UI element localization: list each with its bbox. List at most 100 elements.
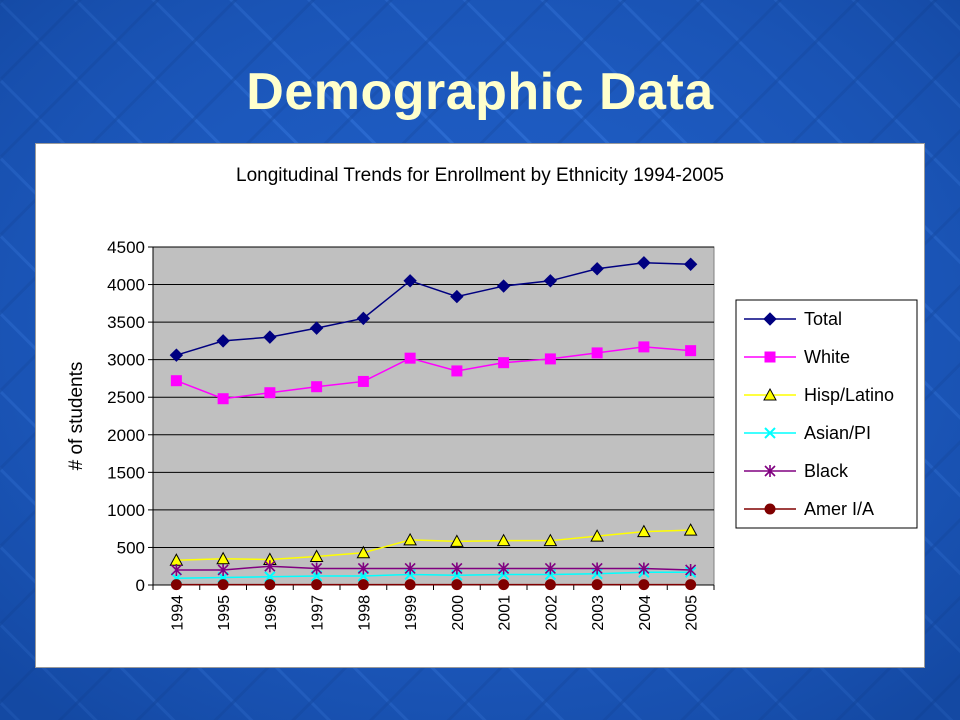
- x-tick-label: 1995: [216, 595, 233, 631]
- y-axis-label: # of students: [66, 362, 87, 471]
- data-point-white: [591, 347, 603, 359]
- data-point-white: [498, 357, 510, 369]
- data-point-amer-i-a: [404, 579, 416, 591]
- series-line-asian-pi: [176, 571, 691, 579]
- data-point-black: [685, 563, 697, 576]
- x-tick-label: 1997: [310, 595, 327, 631]
- x-tick-label: 1996: [263, 595, 280, 631]
- legend-marker-black: [764, 465, 776, 477]
- data-point-white: [685, 345, 697, 357]
- data-point-black: [498, 562, 510, 575]
- data-point-total: [496, 279, 511, 293]
- plot-area: [152, 246, 715, 586]
- series-line-white: [176, 346, 691, 400]
- data-point-black: [591, 562, 603, 575]
- legend-label-amer-i-a: Amer I/A: [804, 499, 874, 519]
- series-line-total: [176, 262, 691, 356]
- data-point-total: [169, 348, 184, 362]
- data-point-total: [683, 257, 698, 271]
- data-point-total: [543, 274, 558, 288]
- legend-marker-asian-pi: [764, 427, 776, 439]
- data-point-white: [311, 381, 323, 393]
- data-point-black: [404, 562, 416, 575]
- data-point-amer-i-a: [451, 579, 463, 591]
- data-point-total: [637, 256, 651, 270]
- x-tick-label: 1998: [356, 595, 373, 631]
- data-point-hisp-latino: [403, 532, 417, 546]
- data-point-total: [356, 311, 371, 326]
- data-point-hisp-latino: [216, 551, 230, 565]
- data-point-black: [170, 563, 182, 576]
- data-point-total: [263, 330, 277, 344]
- y-tick-label: 0: [136, 576, 145, 595]
- data-point-hisp-latino: [637, 524, 651, 538]
- data-point-hisp-latino: [543, 533, 558, 547]
- data-point-white: [544, 353, 556, 365]
- x-tick-label: 2005: [684, 595, 701, 631]
- legend-label-black: Black: [804, 461, 849, 481]
- data-point-white: [404, 352, 416, 364]
- data-point-black: [264, 560, 276, 573]
- x-tick-label: 2002: [543, 595, 560, 631]
- data-point-black: [544, 562, 556, 575]
- data-point-hisp-latino: [356, 545, 371, 559]
- y-tick-label: 2000: [107, 426, 145, 445]
- chart-container: Longitudinal Trends for Enrollment by Et…: [35, 143, 925, 668]
- data-point-amer-i-a: [498, 579, 510, 591]
- x-tick-label: 1999: [403, 595, 420, 631]
- data-point-white: [170, 375, 182, 387]
- data-point-hisp-latino: [309, 549, 324, 562]
- series-line-black: [176, 565, 691, 571]
- data-point-total: [450, 289, 464, 304]
- y-tick-label: 500: [117, 538, 145, 557]
- legend-label-white: White: [804, 347, 850, 367]
- data-point-white: [264, 387, 276, 399]
- data-point-amer-i-a: [170, 579, 182, 591]
- legend-marker-total: [763, 312, 777, 326]
- data-point-hisp-latino: [450, 534, 464, 547]
- data-point-hisp-latino: [683, 523, 698, 536]
- x-tick-label: 1994: [169, 595, 186, 631]
- x-tick-label: 2004: [637, 595, 654, 631]
- data-point-white: [638, 341, 650, 353]
- legend-box: [735, 299, 918, 529]
- data-point-hisp-latino: [496, 533, 511, 547]
- data-point-white: [451, 365, 463, 377]
- data-point-total: [403, 274, 417, 288]
- chart-title: Longitudinal Trends for Enrollment by Et…: [236, 165, 724, 186]
- data-point-amer-i-a: [357, 579, 369, 591]
- data-point-total: [590, 262, 604, 276]
- legend-label-asian-pi: Asian/PI: [804, 423, 871, 443]
- data-point-black: [311, 562, 323, 575]
- data-point-amer-i-a: [591, 579, 603, 591]
- legend-label-hisp-latino: Hisp/Latino: [804, 385, 894, 405]
- legend-label-total: Total: [804, 309, 842, 329]
- x-tick-label: 2000: [450, 595, 467, 631]
- data-point-amer-i-a: [264, 579, 276, 591]
- data-point-asian-pi: [264, 571, 276, 583]
- legend-marker-white: [764, 351, 776, 363]
- enrollment-line-chart: Longitudinal Trends for Enrollment by Et…: [66, 165, 918, 631]
- data-point-amer-i-a: [544, 579, 556, 591]
- data-point-total: [216, 334, 230, 348]
- data-point-black: [451, 562, 463, 575]
- data-point-white: [217, 393, 229, 405]
- data-point-amer-i-a: [217, 579, 229, 591]
- y-tick-label: 4000: [107, 276, 145, 295]
- x-tick-label: 2001: [497, 595, 514, 631]
- y-tick-label: 3000: [107, 351, 145, 370]
- data-point-amer-i-a: [685, 579, 697, 591]
- slide-title: Demographic Data: [246, 63, 714, 121]
- data-point-black: [357, 562, 369, 575]
- data-point-amer-i-a: [311, 579, 323, 591]
- y-tick-label: 3500: [107, 313, 145, 332]
- legend-marker-amer-i-a: [764, 503, 776, 515]
- legend-marker-hisp-latino: [763, 387, 777, 401]
- data-point-black: [638, 562, 650, 575]
- data-point-black: [217, 563, 229, 576]
- data-point-white: [357, 375, 369, 387]
- y-tick-label: 4500: [107, 238, 145, 257]
- data-point-hisp-latino: [590, 529, 604, 542]
- y-tick-label: 1000: [107, 501, 145, 520]
- data-point-amer-i-a: [638, 579, 650, 591]
